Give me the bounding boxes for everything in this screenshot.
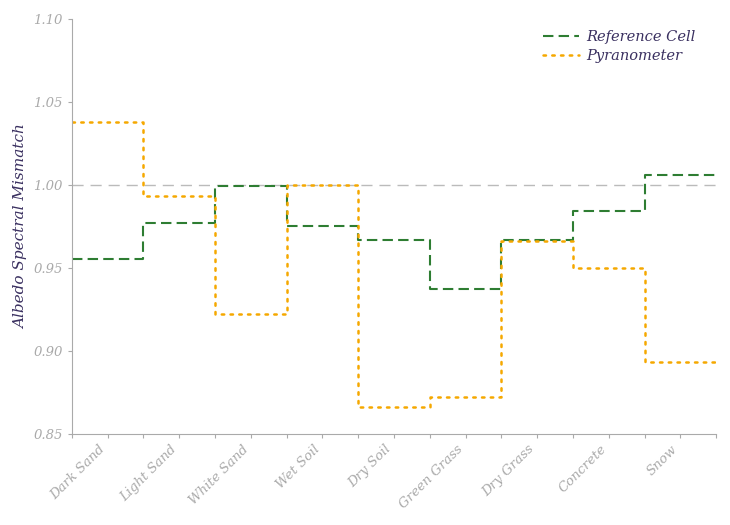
Pyranometer	[283, 182, 291, 188]
Reference Cell	[211, 183, 220, 190]
Pyranometer	[497, 238, 506, 244]
Pyranometer	[497, 394, 506, 400]
Reference Cell	[712, 172, 721, 178]
Pyranometer	[211, 193, 220, 200]
Reference Cell	[354, 223, 363, 229]
Pyranometer	[67, 119, 76, 125]
Legend: Reference Cell, Pyranometer: Reference Cell, Pyranometer	[543, 30, 696, 62]
Reference Cell	[283, 183, 291, 190]
Reference Cell	[211, 220, 220, 226]
Pyranometer	[569, 265, 577, 271]
Reference Cell	[354, 236, 363, 243]
Reference Cell	[640, 208, 649, 214]
Pyranometer	[354, 182, 363, 188]
Pyranometer	[211, 311, 220, 317]
Reference Cell	[139, 256, 147, 262]
Reference Cell	[426, 286, 434, 292]
Reference Cell	[67, 256, 76, 262]
Pyranometer	[139, 119, 147, 125]
Reference Cell	[426, 236, 434, 243]
Y-axis label: Albedo Spectral Mismatch: Albedo Spectral Mismatch	[14, 124, 28, 329]
Pyranometer	[283, 311, 291, 317]
Pyranometer	[426, 394, 434, 400]
Pyranometer	[712, 359, 721, 365]
Reference Cell	[283, 223, 291, 229]
Pyranometer	[139, 193, 147, 200]
Pyranometer	[640, 359, 649, 365]
Pyranometer	[354, 404, 363, 410]
Reference Cell	[139, 220, 147, 226]
Pyranometer	[426, 404, 434, 410]
Reference Cell	[569, 236, 577, 243]
Pyranometer	[569, 238, 577, 244]
Pyranometer	[640, 265, 649, 271]
Reference Cell	[569, 208, 577, 214]
Reference Cell	[497, 236, 506, 243]
Reference Cell	[497, 286, 506, 292]
Line: Pyranometer: Pyranometer	[72, 122, 716, 407]
Reference Cell	[640, 172, 649, 178]
Line: Reference Cell: Reference Cell	[72, 175, 716, 289]
